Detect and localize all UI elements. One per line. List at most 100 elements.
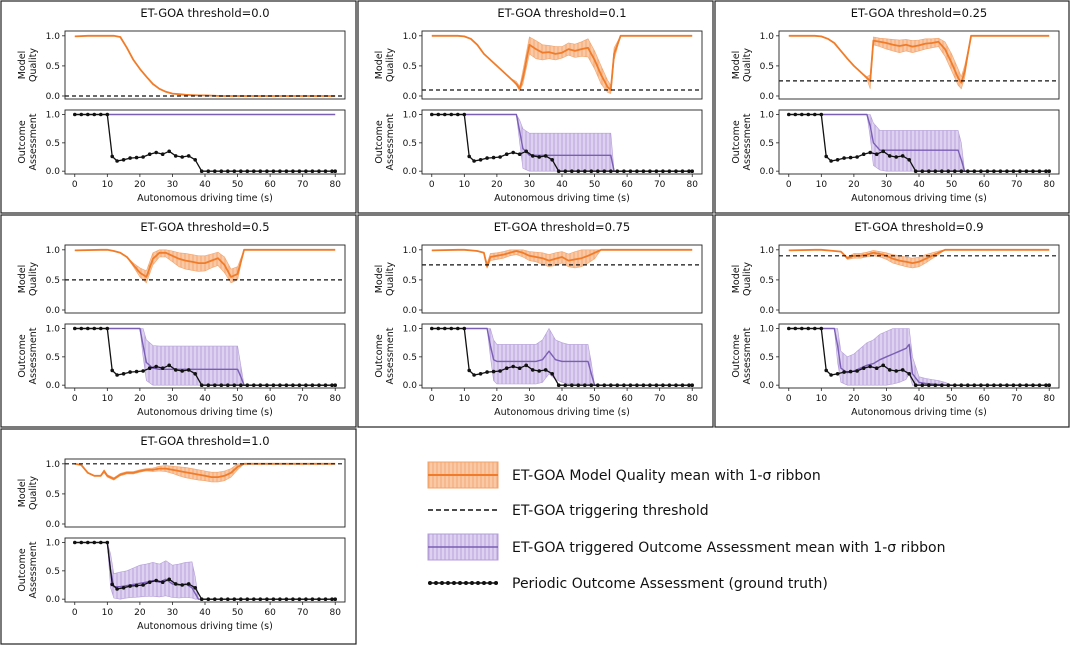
quality-y-label-line: Quality [28, 262, 39, 296]
ground-truth-point [913, 169, 918, 173]
ground-truth-point [589, 383, 594, 387]
outcome-y-label-line: Outcome [17, 334, 28, 378]
ground-truth-point [232, 169, 237, 173]
ground-truth-point [874, 366, 879, 370]
ground-truth-point [173, 154, 178, 158]
quality-y-tick-label: 0.5 [46, 62, 60, 72]
ground-truth-point [180, 369, 184, 373]
ground-truth-point [979, 383, 983, 387]
ground-truth-point [73, 540, 77, 545]
quality-y-tick-label: 0.0 [403, 92, 418, 102]
panel-5: ET-GOA threshold=0.75 0.0 0.5 1.0 ModelQuali… [357, 214, 714, 428]
quality-y-label: ModelQuality [731, 48, 753, 82]
outcome-y-label: OutcomeAssessment [731, 327, 753, 384]
x-tick-label: 80 [1044, 180, 1056, 190]
ground-truth-point [674, 383, 678, 387]
ground-truth-point [887, 368, 892, 372]
x-tick-label: 10 [102, 394, 114, 404]
ground-truth-point [193, 586, 197, 590]
legend: ET-GOA Model Quality mean with 1-σ ribbo… [427, 461, 945, 592]
quality-mean-line [74, 462, 336, 480]
ground-truth-point [842, 156, 846, 160]
ground-truth-point [199, 169, 204, 173]
ground-truth-point [570, 383, 574, 387]
ground-truth-point [110, 582, 114, 587]
ground-truth-point [589, 169, 594, 173]
quality-ribbon [431, 249, 693, 269]
ground-truth-point [498, 369, 502, 373]
ground-truth-point [583, 169, 587, 173]
outcome-y-label-line: Outcome [374, 120, 385, 164]
x-tick-label: 0 [72, 394, 78, 404]
ground-truth-point [206, 597, 211, 601]
ground-truth-point [265, 383, 269, 387]
legend-ground-truth-point [470, 581, 474, 585]
ground-truth-point [252, 383, 256, 387]
ground-truth-point [105, 326, 110, 331]
x-tick-label: 0 [786, 180, 792, 190]
ground-truth-point [537, 155, 541, 159]
ground-truth-point [868, 150, 872, 155]
quality-ribbon [74, 249, 336, 284]
ground-truth-point [297, 169, 302, 173]
ground-truth-point [121, 158, 126, 162]
ground-truth-point [1018, 383, 1022, 387]
ground-truth-point [86, 112, 90, 117]
ground-truth-point [462, 326, 467, 331]
ground-truth-point [609, 169, 613, 173]
panel-title: ET-GOA threshold=0.9 [854, 220, 983, 234]
ground-truth-point [563, 383, 568, 387]
legend-ground-truth-markers [428, 581, 498, 585]
ground-truth-point [524, 149, 528, 154]
ground-truth-point [147, 580, 152, 584]
quality-y-tick-label: 1.0 [46, 32, 61, 42]
quality-y-label: ModelQuality [731, 262, 753, 296]
x-tick-label: 50 [589, 394, 601, 404]
x-tick-label: 30 [167, 394, 179, 404]
ground-truth-point [278, 169, 282, 173]
outcome-y-label-line: Assessment [385, 113, 396, 170]
x-tick-label: 50 [232, 180, 244, 190]
ground-truth-point [297, 383, 302, 387]
ground-truth-point [449, 326, 454, 331]
quality-y-tick-label: 0.5 [46, 490, 60, 500]
quality-y-tick-label: 1.0 [46, 246, 61, 256]
ground-truth-point [79, 112, 84, 117]
panel-1: ET-GOA threshold=0.0 0.0 0.5 1.0 ModelQualit… [0, 0, 357, 214]
ground-truth-point [180, 583, 184, 587]
ground-truth-point [1044, 383, 1048, 387]
ground-truth-point [641, 383, 646, 387]
quality-y-tick-label: 1.0 [403, 32, 418, 42]
panel-title: ET-GOA threshold=0.0 [140, 6, 269, 20]
ground-truth-point [596, 383, 600, 387]
quality-y-tick-label: 0.5 [760, 62, 774, 72]
legend-item-outcome: ET-GOA triggered Outcome Assessment mean… [427, 533, 945, 561]
ground-truth-point [491, 369, 496, 374]
x-tick-label: 20 [848, 394, 860, 404]
ground-truth-point [654, 383, 659, 387]
x-tick-label: 70 [1011, 394, 1023, 404]
ground-truth-point [874, 152, 879, 156]
ground-truth-point [661, 169, 665, 173]
x-tick-label: 0 [429, 180, 435, 190]
ground-truth-point [160, 366, 165, 370]
ground-truth-point [330, 169, 334, 173]
legend-ground-truth-text: Periodic Outcome Assessment (ground trut… [512, 576, 828, 592]
ground-truth-point [793, 326, 798, 331]
quality-y-tick-label: 1.0 [46, 460, 61, 470]
legend-ground-truth-point [428, 581, 432, 585]
ground-truth-point [570, 169, 574, 173]
ground-truth-point [99, 540, 103, 545]
ground-truth-point [800, 112, 804, 117]
ground-truth-point [128, 156, 132, 160]
quality-mean-line [788, 34, 1050, 84]
x-tick-label: 60 [264, 608, 276, 618]
ground-truth-point [511, 364, 515, 369]
ground-truth-point [972, 169, 977, 173]
quality-y-label-line: Quality [385, 48, 396, 82]
outcome-y-tick-label: 0.5 [760, 139, 774, 149]
ground-truth-point [543, 154, 548, 158]
quality-axes-frame [778, 244, 1060, 314]
ground-truth-point [550, 372, 554, 376]
